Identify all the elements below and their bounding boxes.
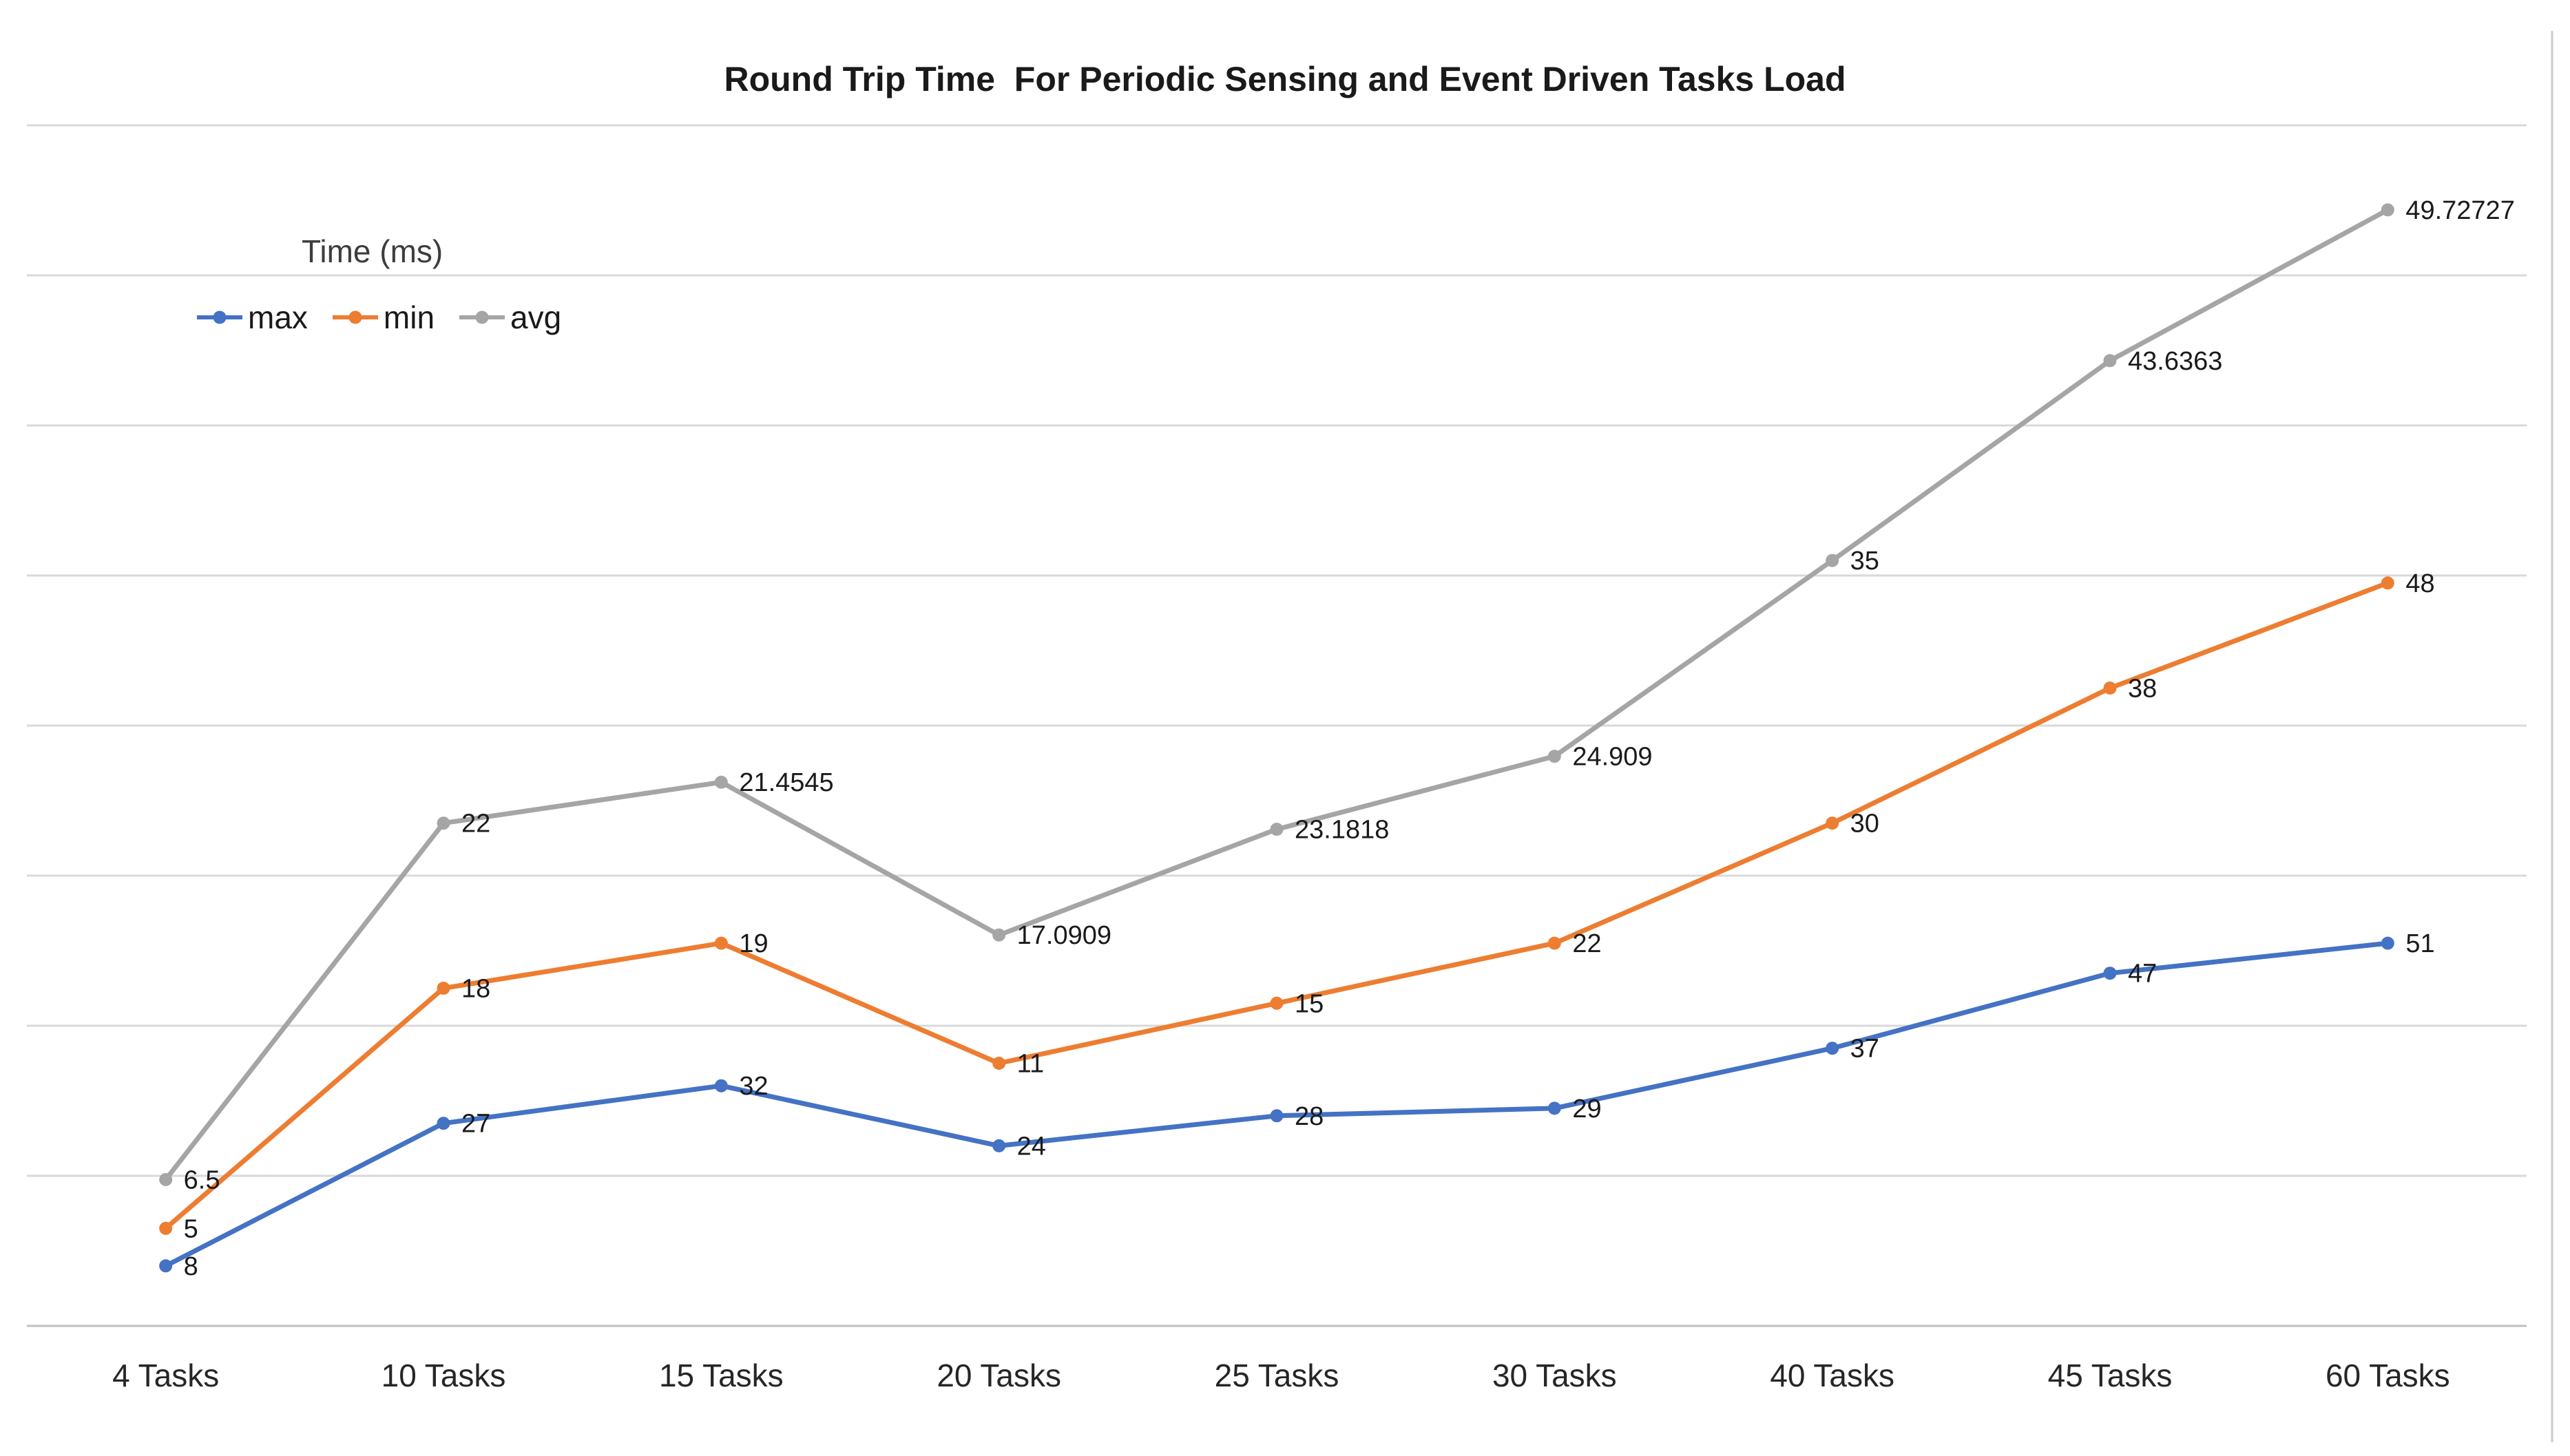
data-point-avg xyxy=(437,816,450,830)
data-point-avg xyxy=(1547,750,1561,763)
x-axis-label: 45 Tasks xyxy=(2048,1358,2173,1393)
data-point-max xyxy=(714,1079,728,1093)
data-label-min: 30 xyxy=(1850,810,1879,838)
x-axis-label: 30 Tasks xyxy=(1492,1358,1617,1393)
data-point-max xyxy=(159,1259,173,1273)
series-line-max xyxy=(163,940,2390,1269)
legend-item-avg: avg xyxy=(458,302,561,333)
y-axis-title: Time (ms) xyxy=(302,233,443,269)
data-point-avg xyxy=(2103,354,2117,368)
data-point-avg xyxy=(1270,823,1284,836)
x-axis-label: 40 Tasks xyxy=(1770,1358,1894,1393)
data-point-min xyxy=(1270,996,1284,1010)
x-axis-label: 20 Tasks xyxy=(937,1358,1061,1393)
data-label-avg: 35 xyxy=(1850,547,1879,576)
min-line-marker-icon xyxy=(332,310,378,324)
data-point-min xyxy=(992,1057,1006,1070)
data-label-avg: 6.5 xyxy=(184,1165,220,1194)
series-line-min xyxy=(163,580,2390,1231)
data-point-min xyxy=(1826,816,1839,830)
data-label-avg: 17.0909 xyxy=(1017,921,1111,950)
data-label-max: 47 xyxy=(2128,960,2157,989)
legend-label-min: min xyxy=(383,299,435,335)
data-point-min xyxy=(714,936,728,950)
max-line-marker-icon xyxy=(197,310,242,324)
data-point-avg xyxy=(2381,203,2394,217)
data-point-max xyxy=(992,1139,1006,1152)
data-label-max: 28 xyxy=(1295,1102,1324,1131)
legend-label-avg: avg xyxy=(510,299,562,335)
data-point-avg xyxy=(1826,553,1839,567)
data-label-max: 51 xyxy=(2405,929,2434,958)
data-label-avg: 23.1818 xyxy=(1295,816,1389,845)
legend-label-max: max xyxy=(248,299,308,335)
data-label-min: 5 xyxy=(184,1214,198,1243)
data-label-min: 19 xyxy=(739,929,768,958)
data-label-max: 8 xyxy=(184,1252,198,1281)
x-axis-label: 4 Tasks xyxy=(112,1358,219,1393)
data-label-avg: 24.909 xyxy=(1572,743,1652,772)
data-point-min xyxy=(1547,936,1561,950)
data-label-min: 22 xyxy=(1572,929,1601,958)
data-label-min: 38 xyxy=(2128,675,2157,704)
data-label-avg: 22 xyxy=(461,810,490,838)
data-point-avg xyxy=(714,775,728,789)
data-label-max: 32 xyxy=(739,1072,768,1101)
data-point-min xyxy=(437,982,450,995)
data-label-min: 15 xyxy=(1295,989,1324,1018)
x-axis-label: 10 Tasks xyxy=(382,1358,506,1393)
data-label-max: 29 xyxy=(1572,1095,1601,1123)
data-point-max xyxy=(1270,1109,1284,1123)
data-point-max xyxy=(1547,1101,1561,1115)
data-point-avg xyxy=(992,928,1006,942)
data-point-max xyxy=(1826,1042,1839,1055)
legend-item-max: max xyxy=(196,302,308,333)
legend-item-min: min xyxy=(331,302,435,333)
data-point-min xyxy=(2381,576,2394,590)
x-axis-label: 25 Tasks xyxy=(1215,1358,1339,1393)
chart-title: Round Trip Time For Periodic Sensing and… xyxy=(724,60,1846,98)
legend: max min avg xyxy=(196,302,561,333)
data-point-min xyxy=(2103,682,2117,695)
data-label-max: 37 xyxy=(1850,1035,1879,1064)
data-label-min: 48 xyxy=(2405,569,2434,598)
data-point-max xyxy=(437,1117,450,1130)
data-point-avg xyxy=(159,1172,173,1186)
data-point-min xyxy=(159,1221,173,1235)
data-label-avg: 21.4545 xyxy=(739,768,833,797)
data-label-min: 11 xyxy=(1017,1050,1044,1079)
x-axis-label: 15 Tasks xyxy=(659,1358,784,1393)
series-line-avg xyxy=(163,207,2390,1182)
data-point-max xyxy=(2381,936,2394,950)
data-label-avg: 43.6363 xyxy=(2128,347,2222,376)
data-point-max xyxy=(2103,967,2117,980)
data-label-min: 18 xyxy=(461,975,490,1004)
x-axis-label: 60 Tasks xyxy=(2326,1358,2450,1393)
avg-line-marker-icon xyxy=(459,310,505,324)
data-label-avg: 49.72727 xyxy=(2405,196,2515,225)
data-label-max: 27 xyxy=(461,1110,490,1139)
data-label-max: 24 xyxy=(1017,1132,1046,1161)
